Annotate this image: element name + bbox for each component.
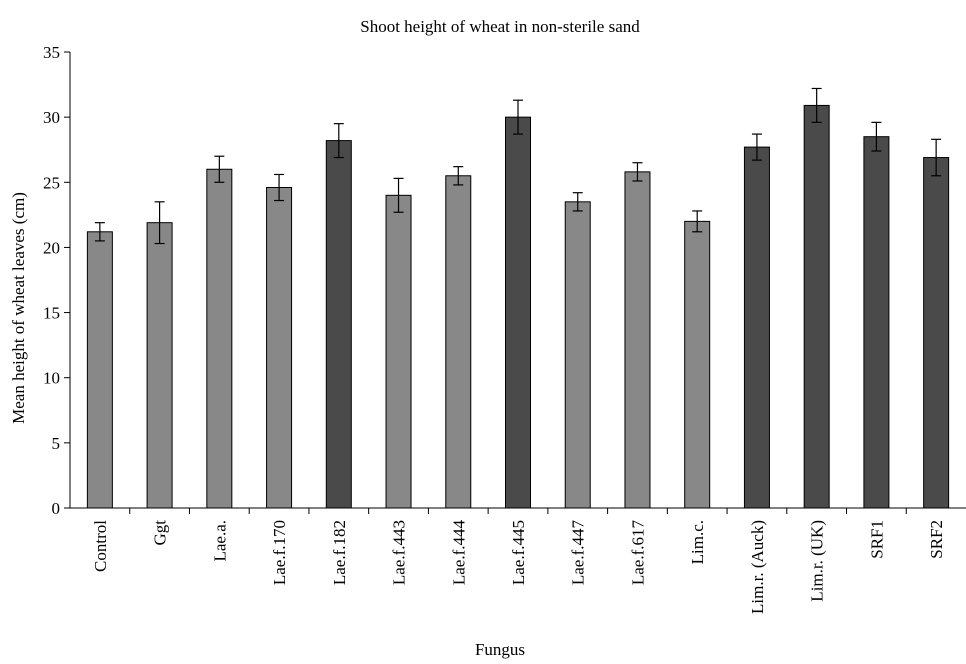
x-tick-label: Lim.c.	[688, 520, 707, 564]
bar	[86, 231, 113, 509]
x-tick-label: SRF1	[867, 520, 886, 559]
bar	[564, 201, 591, 509]
y-tick-label: 35	[43, 43, 60, 62]
y-tick-label: 20	[43, 238, 60, 257]
y-tick-label: 0	[52, 499, 61, 518]
bar	[146, 222, 173, 509]
x-tick-group: Control Ggt Lae.a. Lae.f.170 Lae.f.182 Lae.f.…	[91, 508, 946, 614]
bar	[923, 157, 950, 509]
bar	[445, 175, 472, 509]
x-tick-label: Control	[91, 520, 110, 572]
bar	[743, 146, 770, 509]
bar	[505, 116, 531, 509]
x-tick-label: Lae.f.447	[569, 520, 588, 586]
x-tick-label: Lim.r. (UK)	[808, 520, 827, 602]
x-tick-label: Lae.f.170	[270, 520, 289, 585]
x-tick-label: SRF2	[927, 520, 946, 559]
error-bars-group	[94, 87, 942, 245]
bar	[385, 194, 412, 509]
y-tick-label: 30	[43, 108, 60, 127]
bar	[863, 136, 890, 509]
x-tick-label: Ggt	[151, 520, 170, 546]
y-tick-label: 5	[52, 434, 61, 453]
x-tick-label: Lae.f.445	[509, 520, 528, 585]
y-tick-group: 0 5 10 15 20 25 30 35	[43, 43, 70, 518]
x-tick-label: Lim.r. (Auck)	[748, 520, 767, 614]
y-tick-label: 25	[43, 173, 60, 192]
y-axis-label: Mean height of wheat leaves (cm)	[9, 192, 28, 424]
x-tick-label: Lae.f.617	[628, 520, 647, 586]
chart-title: Shoot height of wheat in non-sterile san…	[360, 17, 640, 36]
bar	[684, 220, 711, 509]
bar	[206, 168, 233, 509]
y-tick-label: 15	[43, 304, 60, 323]
bar	[803, 104, 830, 509]
bars-group	[86, 104, 950, 509]
bar	[266, 186, 293, 509]
x-tick-label: Lae.f.444	[449, 520, 468, 586]
bar	[624, 171, 651, 509]
x-axis-label: Fungus	[475, 640, 525, 659]
y-tick-label: 10	[43, 369, 60, 388]
x-tick-label: Lae.f.443	[390, 520, 409, 585]
x-tick-label: Lae.a.	[210, 520, 229, 562]
x-tick-label: Lae.f.182	[330, 520, 349, 585]
bar	[325, 140, 352, 509]
